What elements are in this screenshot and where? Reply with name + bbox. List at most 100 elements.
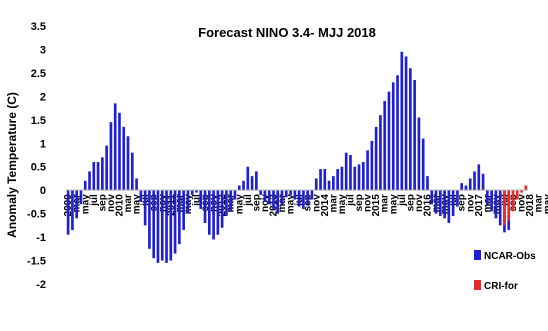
bar-ncar-obs [105, 145, 108, 191]
y-axis-ticks: 3.5 3 2.5 2 1.5 1 0.5 0 -0.5 -1 -1.5 -2 [27, 21, 46, 291]
x-tick-label: may [286, 194, 297, 214]
bar-ncar-obs [409, 68, 412, 191]
x-tick-label: jul [346, 194, 357, 207]
bar-ncar-obs [336, 169, 339, 191]
bar-ncar-obs [370, 140, 374, 191]
bar-ncar-obs [374, 126, 378, 191]
bar-ncar-obs [195, 190, 198, 193]
bar-ncar-obs [225, 190, 228, 216]
y-tick-label: -1 [36, 232, 46, 244]
bar-ncar-obs [267, 190, 271, 205]
bar-series-group [66, 51, 528, 263]
y-tick-label: 3.5 [31, 21, 46, 33]
y-tick-label: 1 [40, 138, 46, 150]
x-tick-label: 2018 [525, 194, 536, 217]
bar-ncar-obs [186, 190, 190, 214]
legend-swatch [474, 280, 481, 290]
bar-ncar-obs [413, 79, 416, 191]
x-tick-label: may [132, 194, 143, 214]
bar-ncar-obs [101, 157, 104, 191]
bar-ncar-obs [276, 190, 280, 214]
x-tick-label: nov [363, 194, 374, 212]
x-tick-label: nov [414, 194, 425, 212]
legend: NCAR-Obs CRI-for [474, 250, 536, 292]
bar-cri-for [503, 190, 506, 226]
bar-ncar-obs [477, 164, 481, 191]
bar-ncar-obs [460, 183, 464, 191]
x-tick-label: 2017 [474, 194, 485, 217]
bar-ncar-obs [130, 152, 134, 191]
bar-ncar-obs [135, 178, 138, 191]
bar-ncar-obs [447, 190, 451, 224]
bar-ncar-obs [417, 117, 421, 191]
bar-ncar-obs [494, 190, 498, 219]
bar-ncar-obs [255, 171, 258, 191]
bar-ncar-obs [66, 190, 70, 235]
bar-ncar-obs [310, 190, 314, 200]
bar-ncar-obs [178, 190, 181, 245]
bar-ncar-obs [490, 190, 493, 212]
bar-cri-for [524, 185, 528, 191]
bar-ncar-obs [212, 190, 215, 240]
x-tick-label: may [80, 194, 91, 214]
bar-ncar-obs [237, 185, 241, 191]
bar-ncar-obs [464, 185, 468, 191]
x-tick-label: may [234, 194, 245, 214]
bar-ncar-obs [203, 190, 207, 224]
bar-ncar-obs [75, 190, 79, 219]
x-tick-label: mar [534, 194, 545, 212]
bar-ncar-obs [139, 190, 143, 202]
x-tick-label: sep [97, 194, 108, 211]
legend-label: CRI-for [484, 281, 518, 292]
bar-ncar-obs [83, 180, 87, 191]
chart-title: Forecast NINO 3.4- MJJ 2018 [198, 25, 376, 40]
bar-ncar-obs [426, 176, 429, 191]
x-tick-label: mar [380, 194, 391, 212]
y-tick-label: -0.5 [27, 209, 46, 221]
bar-ncar-obs [319, 169, 322, 191]
bar-ncar-obs [199, 190, 203, 209]
x-tick-label: may [337, 194, 348, 214]
bar-ncar-obs [88, 171, 91, 191]
bar-ncar-obs [438, 190, 442, 216]
bar-ncar-obs [143, 190, 147, 226]
bar-cri-for [511, 190, 515, 212]
x-tick-label: 2010 [115, 194, 126, 217]
bar-ncar-obs [353, 166, 357, 191]
bar-ncar-obs [79, 190, 83, 205]
x-tick-label: mar [328, 194, 339, 212]
x-tick-label: sep [405, 194, 416, 211]
bar-cri-for [507, 190, 511, 221]
bar-ncar-obs [434, 190, 438, 214]
bar-ncar-obs [169, 190, 173, 261]
bar-ncar-obs [443, 190, 446, 219]
x-tick-label: mar [123, 194, 134, 212]
bar-ncar-obs [156, 190, 160, 263]
bar-ncar-obs [207, 190, 211, 235]
bar-ncar-obs [421, 138, 425, 191]
bar-ncar-obs [486, 190, 489, 205]
bar-ncar-obs [160, 190, 164, 261]
bar-ncar-obs [361, 162, 365, 191]
bar-ncar-obs [165, 190, 168, 263]
bar-ncar-obs [323, 169, 327, 191]
bar-ncar-obs [340, 166, 344, 191]
bar-ncar-obs [92, 162, 96, 191]
bar-ncar-obs [272, 190, 275, 209]
bar-ncar-obs [468, 178, 472, 191]
y-tick-label: 3 [40, 44, 46, 56]
bar-ncar-obs [289, 190, 292, 195]
y-tick-label: 0.5 [31, 162, 46, 174]
bar-ncar-obs [456, 190, 459, 207]
bar-ncar-obs [280, 190, 284, 205]
x-tick-label: jul [192, 194, 203, 207]
bar-cri-for [520, 190, 523, 193]
x-tick-label: nov [517, 194, 528, 212]
y-axis-label: Anomaly Temperature (C) [5, 92, 19, 238]
bar-ncar-obs [481, 173, 485, 191]
bar-ncar-obs [430, 190, 434, 205]
bar-ncar-obs [357, 164, 361, 191]
